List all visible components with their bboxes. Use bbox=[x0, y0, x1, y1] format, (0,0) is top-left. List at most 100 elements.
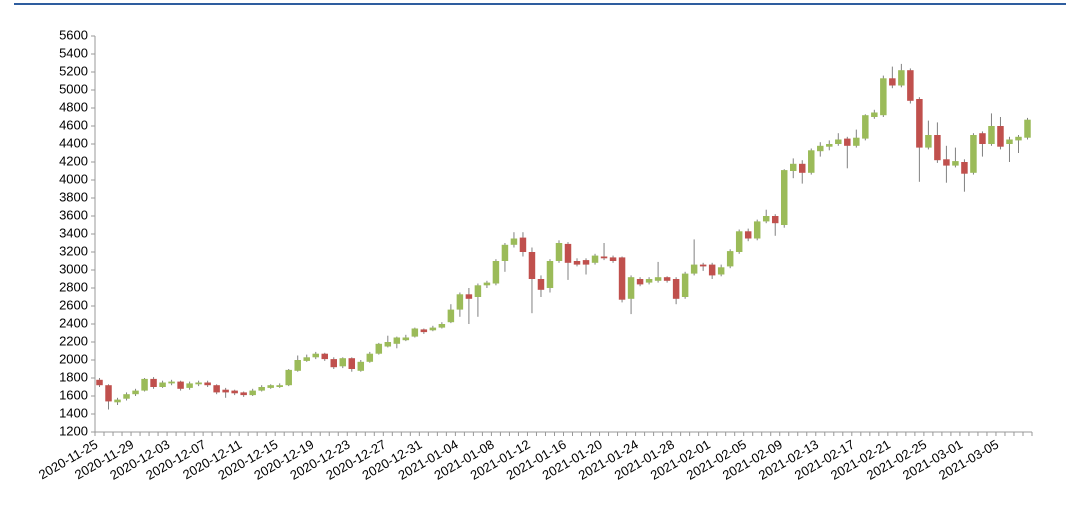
candle-body bbox=[979, 133, 986, 144]
candle-body bbox=[726, 251, 734, 267]
candle-body bbox=[645, 279, 653, 283]
candle-body bbox=[997, 126, 1004, 147]
candle-body bbox=[213, 385, 220, 393]
y-tick-label: 4600 bbox=[59, 117, 88, 132]
y-tick-label: 3000 bbox=[59, 261, 88, 276]
candle-body bbox=[393, 337, 401, 344]
candle-body bbox=[591, 255, 599, 263]
candle-body bbox=[780, 170, 788, 225]
candle-body bbox=[366, 353, 374, 362]
candle-body bbox=[790, 163, 797, 171]
y-tick-label: 2000 bbox=[59, 351, 88, 366]
candle-body bbox=[123, 394, 130, 399]
y-tick-label: 5000 bbox=[59, 81, 88, 96]
candle-body bbox=[627, 277, 635, 299]
candle-body bbox=[970, 135, 977, 173]
candle-body bbox=[195, 382, 202, 385]
candle-body bbox=[546, 261, 554, 288]
y-tick-label: 2200 bbox=[59, 333, 88, 348]
candle-body bbox=[528, 252, 536, 279]
candle-body bbox=[357, 361, 365, 371]
candle-body bbox=[907, 70, 914, 101]
y-tick-label: 4000 bbox=[59, 171, 88, 186]
candle-body bbox=[1015, 136, 1022, 141]
candle-body bbox=[898, 70, 905, 86]
candle-body bbox=[141, 378, 148, 391]
y-tick-label: 2800 bbox=[59, 279, 88, 294]
candle-body bbox=[600, 256, 608, 259]
candle-body bbox=[862, 115, 869, 139]
candle-body bbox=[294, 360, 301, 371]
candle-body bbox=[925, 135, 932, 148]
y-tick-label: 1600 bbox=[59, 387, 88, 402]
y-tick-label: 3400 bbox=[59, 225, 88, 240]
candle-body bbox=[168, 381, 175, 384]
candle-body bbox=[735, 231, 743, 252]
candle-body bbox=[708, 264, 716, 276]
candle-body bbox=[240, 392, 247, 396]
y-tick-label: 2600 bbox=[59, 297, 88, 312]
candle-body bbox=[330, 359, 337, 368]
candle-body bbox=[204, 382, 211, 386]
candle-body bbox=[105, 385, 112, 402]
y-tick-label: 4400 bbox=[59, 135, 88, 150]
candle-body bbox=[465, 294, 473, 299]
candle-body bbox=[672, 279, 680, 299]
candle-body bbox=[582, 260, 590, 265]
y-tick-label: 4200 bbox=[59, 153, 88, 168]
candle-body bbox=[853, 137, 860, 146]
candle-body bbox=[411, 328, 419, 337]
y-tick-label: 3800 bbox=[59, 189, 88, 204]
candle-body bbox=[321, 353, 328, 360]
candle-body bbox=[438, 324, 446, 328]
candle-body bbox=[988, 126, 995, 144]
candle-body bbox=[177, 381, 184, 389]
candle-body bbox=[258, 387, 265, 391]
candle-body bbox=[618, 257, 626, 300]
candle-body bbox=[114, 399, 121, 403]
candle-body bbox=[826, 144, 833, 147]
candle-body bbox=[519, 237, 527, 252]
candle-body bbox=[231, 390, 238, 394]
candle-body bbox=[564, 243, 572, 263]
candle-body bbox=[492, 261, 500, 284]
candle-body bbox=[762, 216, 770, 222]
candle-body bbox=[483, 282, 491, 286]
candle-body bbox=[817, 145, 824, 152]
candle-body bbox=[663, 277, 671, 281]
candle-body bbox=[952, 161, 959, 166]
y-tick-label: 2400 bbox=[59, 315, 88, 330]
candle-body bbox=[934, 135, 941, 161]
candle-body bbox=[943, 159, 950, 166]
candle-body bbox=[429, 327, 437, 331]
candle-body bbox=[771, 216, 779, 224]
candle-body bbox=[717, 267, 725, 275]
candle-body bbox=[285, 369, 292, 386]
candle-body bbox=[447, 309, 455, 323]
candle-body bbox=[150, 378, 157, 387]
candle-body bbox=[348, 358, 356, 369]
candle-body bbox=[186, 383, 193, 388]
candle-body bbox=[510, 238, 518, 245]
y-tick-label: 1800 bbox=[59, 369, 88, 384]
candle-body bbox=[753, 221, 761, 239]
candle-body bbox=[420, 329, 428, 333]
y-tick-label: 1400 bbox=[59, 405, 88, 420]
candle-body bbox=[276, 385, 283, 387]
candle-body bbox=[889, 78, 896, 86]
candle-body bbox=[609, 257, 617, 261]
candle-body bbox=[132, 390, 139, 395]
candle-body bbox=[249, 390, 256, 396]
candle-body bbox=[555, 243, 563, 261]
candle-body bbox=[474, 285, 482, 297]
y-tick-label: 5200 bbox=[59, 63, 88, 78]
candle-body bbox=[1006, 139, 1013, 144]
candle-body bbox=[699, 264, 707, 267]
y-tick-label: 5400 bbox=[59, 45, 88, 60]
candle-body bbox=[375, 343, 383, 354]
candle-body bbox=[880, 78, 887, 116]
candle-body bbox=[312, 353, 319, 358]
candle-body bbox=[636, 279, 644, 285]
candle-body bbox=[654, 277, 662, 281]
candle-body bbox=[961, 162, 968, 174]
